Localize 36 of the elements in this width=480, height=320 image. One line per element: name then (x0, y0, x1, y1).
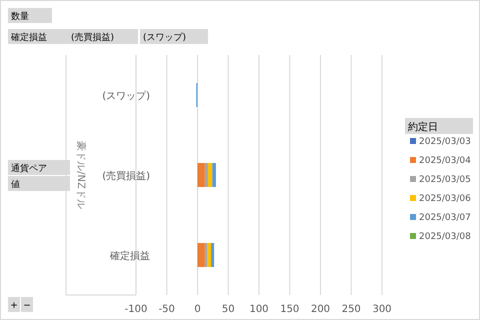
bar (198, 243, 205, 267)
text: 通貨ペア (11, 163, 47, 174)
x-tick-label: 300 (372, 304, 392, 315)
y-tick-label: (スワップ) (102, 90, 150, 102)
bar (204, 163, 208, 187)
bar (208, 163, 212, 187)
text: + (10, 301, 18, 311)
y-axis-title: 豪ドル/NZドル (75, 141, 87, 209)
legend-label: 2025/03/06 (419, 194, 472, 204)
text: 確定損益 (10, 32, 47, 43)
y-tick-label: (売買損益) (102, 170, 150, 182)
bar (198, 163, 205, 187)
bar (212, 163, 216, 187)
x-tick-label: 200 (310, 304, 330, 315)
legend-label: 2025/03/07 (419, 213, 471, 223)
bar (211, 243, 214, 267)
legend-label: 2025/03/03 (419, 137, 471, 147)
y-tick-label: 確定損益 (109, 250, 150, 262)
text: − (23, 301, 31, 311)
x-tick-label: -100 (124, 304, 148, 315)
x-tick-label: 250 (342, 304, 361, 315)
legend-label: 2025/03/04 (419, 156, 472, 166)
text: (スワップ) (143, 32, 186, 43)
text: (売買損益) (71, 32, 114, 43)
bar (204, 243, 208, 267)
x-tick-label: 150 (280, 304, 300, 315)
x-tick-label: -50 (158, 304, 175, 315)
text: 値 (11, 179, 20, 190)
legend-title: 約定日 (408, 121, 438, 133)
legend-label: 2025/03/08 (419, 232, 472, 242)
text: 数量 (11, 11, 29, 22)
x-tick-label: 50 (222, 304, 235, 315)
x-tick-label: 0 (194, 304, 201, 315)
bar (207, 243, 212, 267)
x-tick-label: 100 (249, 304, 269, 315)
legend-label: 2025/03/05 (419, 175, 471, 185)
